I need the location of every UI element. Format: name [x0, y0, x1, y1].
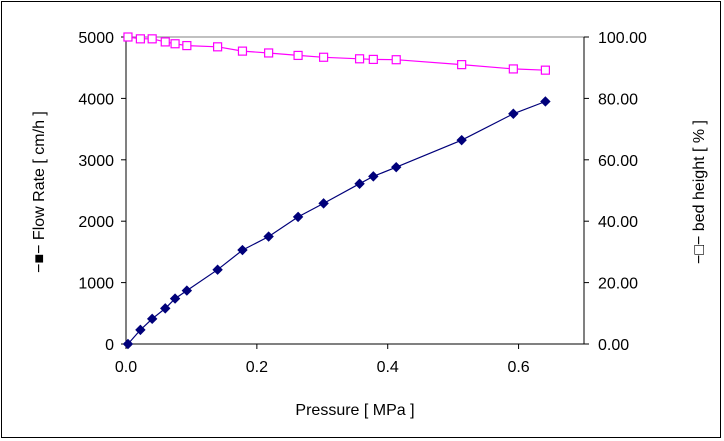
y-right-tick-label: 80.00	[598, 91, 638, 108]
flow-rate-point	[368, 171, 379, 182]
flow-rate-point	[508, 108, 519, 119]
bed-height-point	[457, 60, 467, 70]
x-tick-label: 0.4	[377, 359, 399, 376]
bed-height-point	[182, 40, 192, 51]
bed-height-point	[540, 65, 550, 75]
flow-rate-point	[318, 198, 329, 209]
markers-group	[122, 32, 551, 350]
y-axis-right-title: −□− bed height [ % ]	[691, 120, 708, 264]
plot-area	[125, 36, 585, 345]
bed-height-point	[318, 52, 329, 62]
flow-rate-point	[263, 231, 274, 242]
flow-rate-point	[160, 303, 171, 314]
flow-rate-point	[391, 161, 402, 173]
bed-height-point	[213, 42, 223, 52]
y-right-tick-label: 20.00	[598, 276, 638, 293]
y-left-tick-label: 2000	[78, 214, 114, 231]
flow-rate-point	[237, 244, 248, 256]
y-left-tick-label: 3000	[78, 153, 114, 170]
y-right-tick-label: 40.00	[598, 214, 638, 231]
bed-height-point	[354, 54, 365, 64]
axes-group: 0.0 0.2 0.4 0.6 0 1000 2000 3000 4000 5000 0.00 20.…	[78, 30, 647, 376]
flow-rate-point	[181, 285, 193, 296]
x-tick-label: 0.6	[507, 359, 529, 376]
bed-height-point	[368, 54, 378, 65]
y-left-tick-label: 5000	[78, 30, 114, 47]
bed-height-point	[391, 55, 401, 65]
flow-rate-point	[456, 134, 467, 146]
x-tick-label: 0.0	[115, 359, 137, 376]
bed-height-point	[147, 34, 157, 44]
bed-height-point	[264, 48, 274, 58]
flow-rate-point	[212, 264, 223, 275]
bed-height-point	[135, 34, 145, 44]
y-axis-left-title: −■− Flow Rate [ cm/h ]	[31, 111, 48, 273]
flow-rate-point	[146, 313, 158, 325]
y-right-tick-label: 60.00	[598, 153, 638, 170]
y-right-tick-label: 100.00	[598, 30, 647, 47]
bed-height-point	[170, 39, 180, 49]
x-tick-label: 0.2	[246, 359, 268, 376]
flow-rate-point	[169, 293, 181, 304]
flow-rate-point	[354, 178, 365, 189]
flow-rate-point	[122, 338, 134, 350]
flow-rate-point	[135, 324, 146, 336]
y-left-tick-label: 4000	[78, 91, 114, 108]
flow-rate-point	[292, 211, 304, 223]
bed-height-point	[508, 64, 518, 74]
bed-height-point	[237, 46, 248, 56]
flow-rate-point	[540, 96, 551, 107]
bed-height-point	[293, 50, 303, 61]
x-axis-title: Pressure [ MPa ]	[295, 402, 414, 419]
y-right-tick-label: 0.00	[598, 337, 629, 354]
y-left-tick-label: 1000	[78, 276, 114, 293]
bed-height-point	[123, 32, 133, 42]
y-left-tick-label: 0	[105, 337, 114, 354]
bed-height-point	[160, 37, 170, 47]
